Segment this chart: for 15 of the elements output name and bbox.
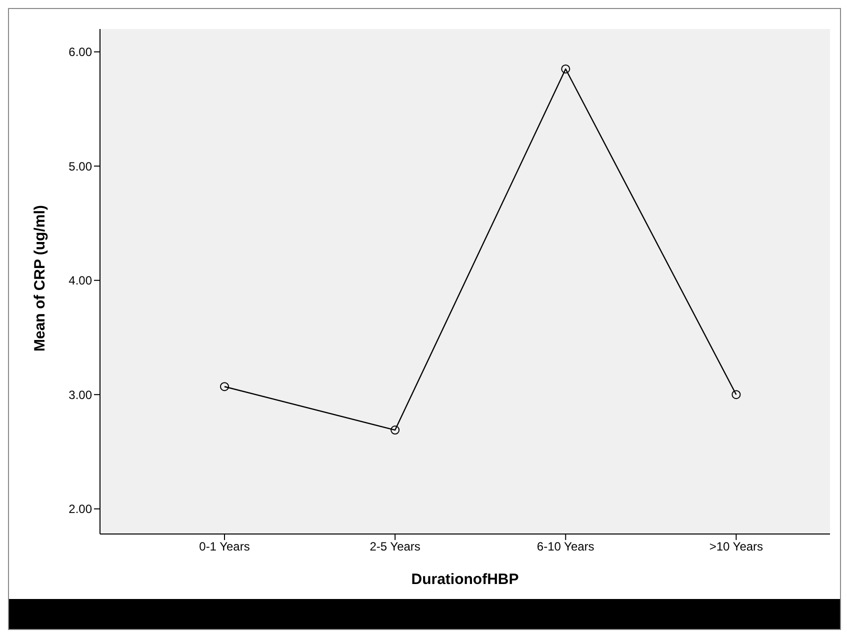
point xyxy=(732,390,741,400)
point xyxy=(390,426,400,435)
y-tick-label: 2.00 xyxy=(68,502,92,516)
x-tick-label: >10 Years xyxy=(709,540,764,554)
y-tick-label: 5.00 xyxy=(68,159,92,174)
point xyxy=(561,64,570,74)
x-tick-label: 2-5 Years xyxy=(370,540,420,554)
x-axis-title: DurationofHBP xyxy=(411,571,519,588)
y-axis-title: Mean of CRP (ug/ml) xyxy=(31,205,48,352)
x-tick-label: 6-10 Years xyxy=(536,540,594,554)
x-tick-label: 0-1 Years xyxy=(199,540,250,554)
point xyxy=(220,382,230,392)
y-tick-label: 4.00 xyxy=(68,274,92,288)
y-tick-label: 6.00 xyxy=(68,45,92,60)
y-tick-label: 3.00 xyxy=(68,388,92,402)
